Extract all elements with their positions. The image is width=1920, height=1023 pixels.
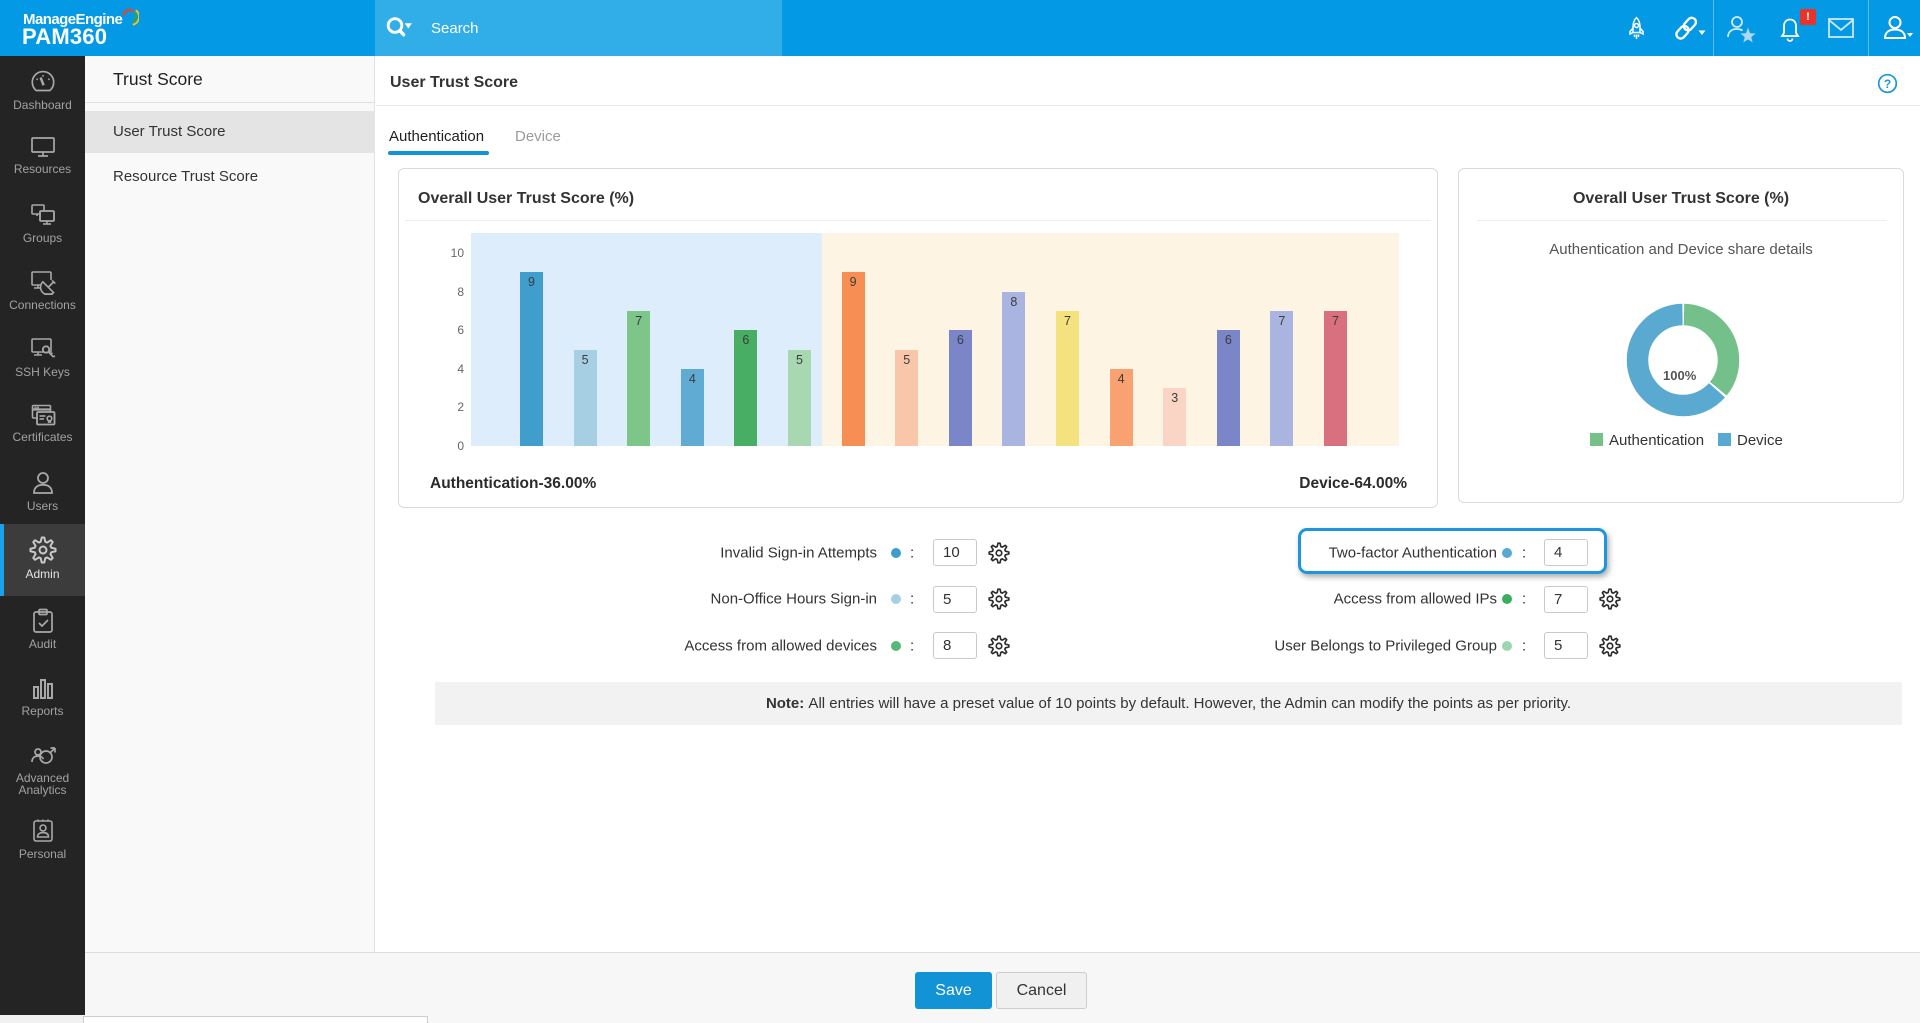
- svg-text:?: ?: [1884, 77, 1891, 91]
